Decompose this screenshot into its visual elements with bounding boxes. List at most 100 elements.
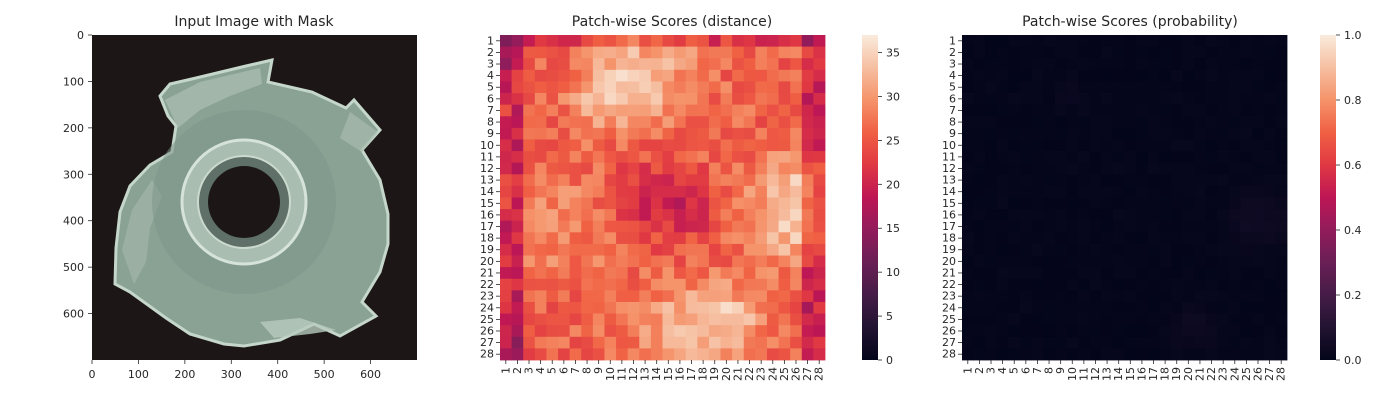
distance-heatmap-cell <box>511 255 524 268</box>
distance-heatmap-cell <box>511 220 524 233</box>
distance-heatmap-cell <box>511 197 524 210</box>
distance-heatmap-cell <box>662 93 675 106</box>
probability-heatmap-cell <box>985 116 998 129</box>
probability-heatmap-cell <box>1054 209 1067 222</box>
distance-heatmap-y-tick-label: 28 <box>480 348 494 361</box>
probability-heatmap-cell <box>962 127 975 140</box>
distance-heatmap-cell <box>592 301 605 314</box>
distance-heatmap-cell <box>732 69 745 82</box>
distance-heatmap-cell <box>732 139 745 152</box>
probability-heatmap-cell <box>1159 336 1172 349</box>
distance-heatmap-cell <box>569 185 582 198</box>
probability-heatmap-x-tick-label: 26 <box>1251 367 1264 381</box>
probability-heatmap-cell <box>1101 185 1114 198</box>
probability-heatmap-cell <box>1182 151 1195 164</box>
distance-heatmap-cell <box>546 151 559 164</box>
probability-heatmap-cell <box>985 243 998 256</box>
probability-heatmap-cell <box>1263 278 1276 291</box>
distance-heatmap-cell <box>569 209 582 222</box>
distance-heatmap-cell <box>697 336 710 349</box>
probability-heatmap-cell <box>1031 35 1044 48</box>
distance-heatmap-cell <box>546 104 559 117</box>
distance-heatmap-cell <box>627 58 640 71</box>
distance-heatmap-cell <box>685 255 698 268</box>
probability-heatmap-cell <box>1031 290 1044 303</box>
distance-heatmap-cell <box>685 243 698 256</box>
probability-heatmap-cell <box>1124 209 1137 222</box>
probability-heatmap-cell <box>1205 69 1218 82</box>
probability-heatmap-cell <box>1252 151 1265 164</box>
probability-heatmap-cell <box>1275 162 1288 175</box>
probability-heatmap-cell <box>1263 220 1276 233</box>
probability-heatmap-cell <box>1263 81 1276 94</box>
probability-heatmap-cell <box>962 69 975 82</box>
probability-heatmap-y-tick-label: 5 <box>949 81 956 94</box>
probability-heatmap-y-tick-label: 9 <box>949 127 956 140</box>
distance-heatmap-cell <box>685 197 698 210</box>
probability-heatmap-cell <box>1252 81 1265 94</box>
distance-heatmap-cell <box>604 139 617 152</box>
probability-heatmap-cell <box>1263 301 1276 314</box>
distance-heatmap-cell <box>674 267 687 280</box>
distance-heatmap-cell <box>627 232 640 245</box>
distance-heatmap-cell <box>732 197 745 210</box>
probability-heatmap-cell <box>1089 162 1102 175</box>
probability-heatmap-cell <box>1263 243 1276 256</box>
probability-heatmap-cell <box>1008 336 1021 349</box>
probability-heatmap-x-tick-label: 8 <box>1043 367 1056 374</box>
probability-heatmap-cell <box>1020 313 1033 326</box>
probability-heatmap-x-tick-label: 1 <box>961 367 974 374</box>
probability-heatmap-cell <box>1228 255 1241 268</box>
distance-heatmap-cell <box>708 46 721 59</box>
distance-heatmap-cell <box>766 301 779 314</box>
distance-heatmap-cell <box>581 209 594 222</box>
distance-heatmap-cell <box>569 139 582 152</box>
distance-heatmap-cell <box>546 127 559 140</box>
distance-heatmap-cell <box>790 116 803 129</box>
probability-heatmap-cell <box>962 278 975 291</box>
probability-heatmap-cell <box>1263 116 1276 129</box>
probability-heatmap-cell <box>962 104 975 117</box>
distance-heatmap-cell <box>708 290 721 303</box>
distance-heatmap-cell <box>627 325 640 338</box>
distance-heatmap-cell <box>650 278 663 291</box>
probability-heatmap-cell <box>1136 220 1149 233</box>
distance-heatmap-cell <box>592 255 605 268</box>
probability-heatmap-cell <box>1112 197 1125 210</box>
probability-heatmap-cell <box>1054 290 1067 303</box>
probability-heatmap-cell <box>1182 81 1195 94</box>
distance-heatmap-cell <box>616 104 629 117</box>
distance-heatmap-cell <box>534 104 547 117</box>
distance-heatmap-cell <box>569 58 582 71</box>
distance-heatmap-cell <box>813 243 826 256</box>
probability-heatmap-cell <box>1101 325 1114 338</box>
probability-heatmap-cell <box>1078 301 1091 314</box>
distance-heatmap-y-tick-label: 20 <box>480 255 494 268</box>
distance-heatmap-y-tick-label: 2 <box>487 46 494 59</box>
probability-heatmap-cell <box>1008 290 1021 303</box>
probability-heatmap-cell <box>1240 197 1253 210</box>
distance-heatmap-cell <box>755 127 768 140</box>
distance-heatmap-cell <box>732 348 745 361</box>
probability-heatmap-cell <box>1089 336 1102 349</box>
distance-heatmap-cell <box>581 313 594 326</box>
probability-heatmap-cell <box>1008 127 1021 140</box>
probability-heatmap-cell <box>1194 81 1207 94</box>
probability-heatmap-cell <box>1182 174 1195 187</box>
distance-heatmap-cell <box>546 255 559 268</box>
probability-heatmap-cell <box>1112 127 1125 140</box>
probability-heatmap-cell <box>973 290 986 303</box>
probability-heatmap-cell <box>1066 348 1079 361</box>
distance-heatmap-cell <box>569 278 582 291</box>
distance-heatmap-y-tick-label: 16 <box>480 208 494 221</box>
distance-heatmap-cell <box>511 209 524 222</box>
probability-heatmap-cell <box>1124 139 1137 152</box>
distance-heatmap-cell <box>778 336 791 349</box>
distance-heatmap-cell <box>801 243 814 256</box>
distance-heatmap-cell <box>697 69 710 82</box>
probability-heatmap-cell <box>1217 243 1230 256</box>
distance-heatmap-cell <box>523 209 536 222</box>
distance-heatmap-cell <box>662 151 675 164</box>
distance-heatmap-x-tick-label: 14 <box>650 367 663 381</box>
distance-heatmap-cell <box>511 127 524 140</box>
